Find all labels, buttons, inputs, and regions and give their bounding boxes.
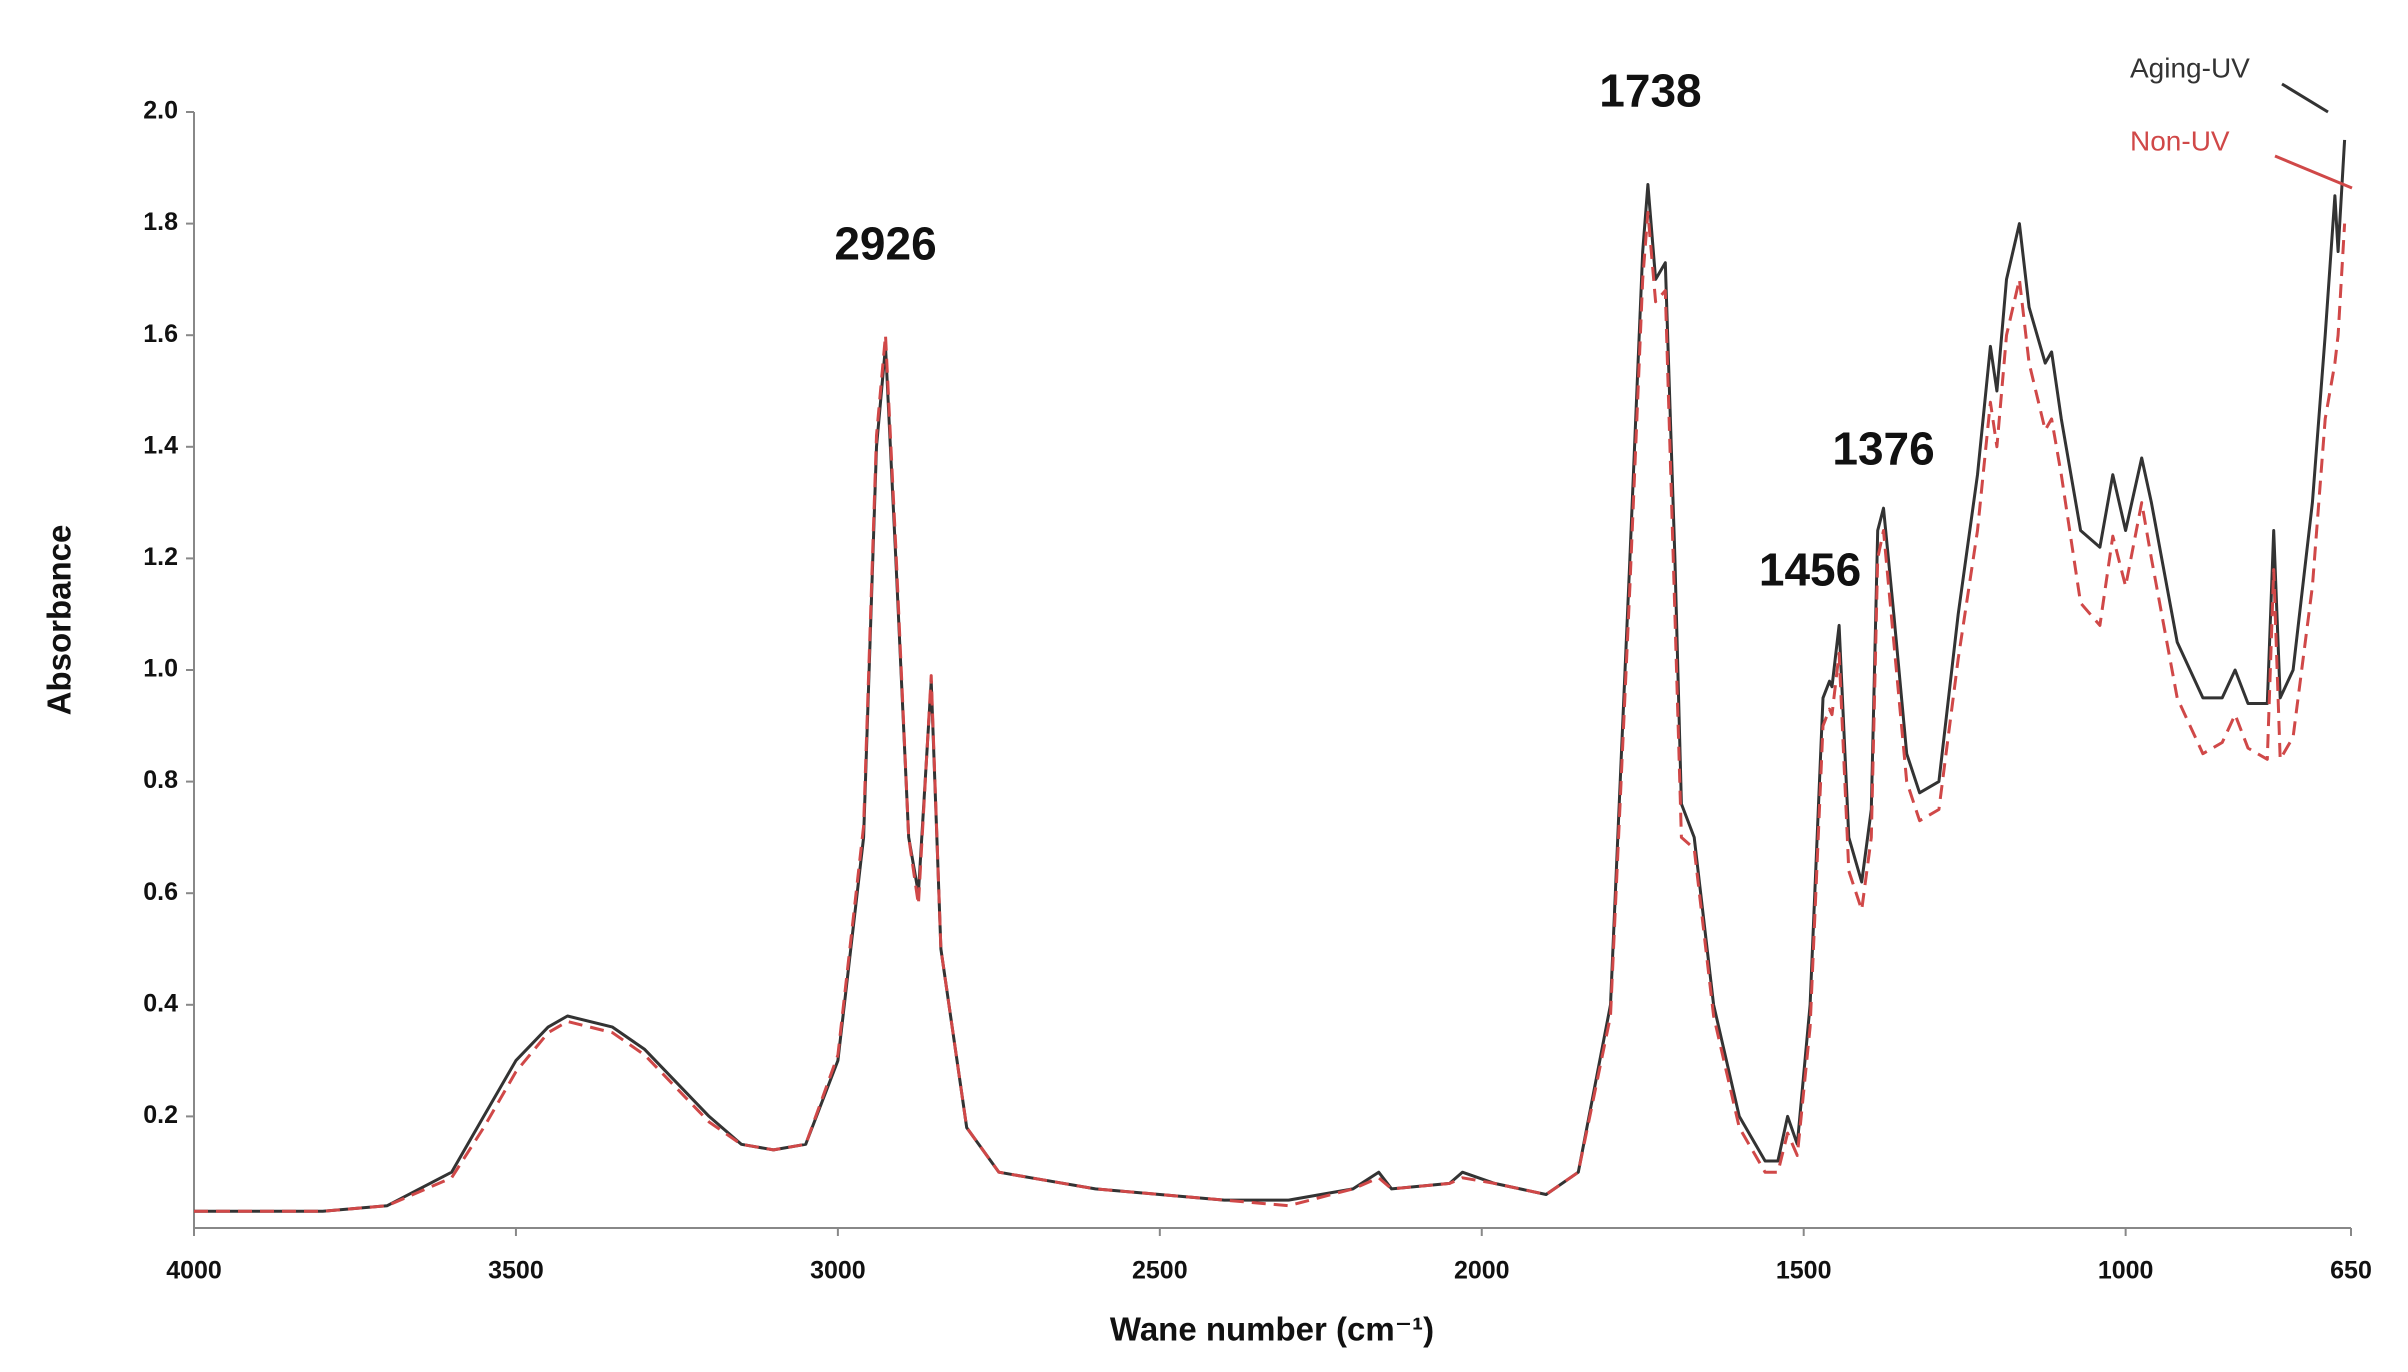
spectrum-line <box>194 210 2347 1213</box>
x-tick-label: 1000 <box>2098 1257 2154 1285</box>
peak-annotation: 1376 <box>1832 422 1934 474</box>
peak-annotation: 1738 <box>1599 65 1701 117</box>
x-tick-label: 3000 <box>810 1257 866 1285</box>
x-tick-label: 4000 <box>166 1257 222 1285</box>
y-axis-title: Absorbance <box>41 525 78 716</box>
y-tick-label: 2.0 <box>143 97 178 125</box>
x-tick-label: 650 <box>2330 1257 2372 1285</box>
y-tick-label: 1.2 <box>143 543 178 571</box>
legend-line <box>2281 82 2329 114</box>
y-tick-label: 1.4 <box>143 431 178 459</box>
x-tick-label: 2500 <box>1132 1257 1188 1285</box>
y-tick-label: 0.6 <box>143 878 178 906</box>
x-tick-label: 1500 <box>1776 1257 1832 1285</box>
y-tick-label: 0.4 <box>143 989 178 1017</box>
peak-annotation: 1456 <box>1759 544 1861 596</box>
y-tick-label: 1.8 <box>143 208 178 236</box>
x-tick-label: 2000 <box>1454 1257 1510 1285</box>
spectrum-line <box>194 139 2347 1213</box>
y-tick-label: 1.0 <box>143 655 178 683</box>
legend-label: Non-UV <box>2130 125 2230 156</box>
y-tick-label: 0.2 <box>143 1101 178 1129</box>
legend-line <box>2274 154 2353 190</box>
legend-label: Aging-UV <box>2130 52 2250 83</box>
x-axis-title: Wane number (cm⁻¹) <box>1110 1311 1434 1348</box>
peak-annotation: 2926 <box>834 217 936 269</box>
y-tick-label: 0.8 <box>143 766 178 794</box>
x-tick-label: 3500 <box>488 1257 544 1285</box>
y-tick-label: 1.6 <box>143 320 178 348</box>
